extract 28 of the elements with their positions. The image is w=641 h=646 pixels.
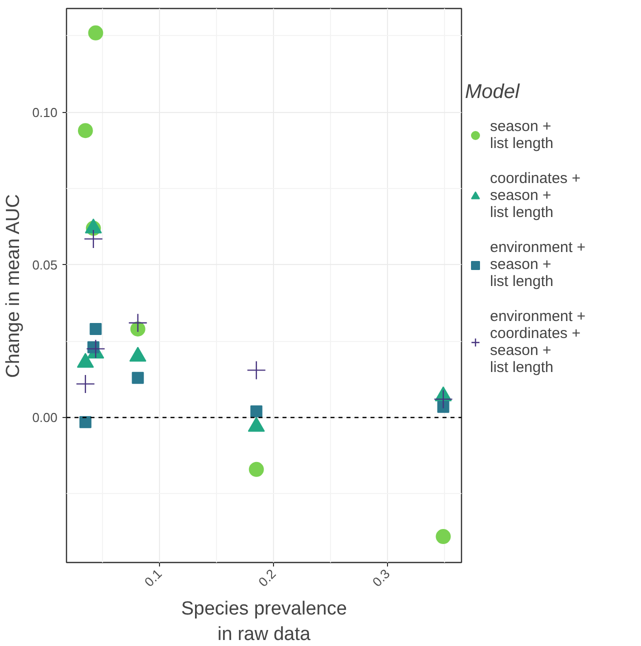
point	[79, 416, 92, 428]
point	[86, 339, 106, 358]
x-tick-label: 0.2	[255, 566, 279, 590]
point	[132, 372, 144, 384]
point	[78, 123, 93, 138]
point	[76, 374, 96, 394]
point	[250, 405, 262, 418]
point	[84, 229, 103, 249]
x-axis-title: Species prevalence in raw data	[181, 598, 347, 645]
point	[437, 400, 450, 413]
point	[128, 313, 148, 332]
point	[88, 25, 104, 40]
x-tick-label: 0.1	[141, 566, 165, 590]
point	[246, 360, 266, 380]
x-tick-label: 0.3	[369, 566, 393, 590]
legend-label: coordinates + season + list length	[490, 170, 580, 221]
point	[248, 462, 264, 477]
legend-label: environment + season + list length	[490, 239, 586, 290]
y-axis-title: Change in mean AUC	[3, 194, 24, 378]
legend-label: environment + coordinates + season + list length	[490, 308, 586, 376]
y-tick-label: 0.00	[32, 410, 58, 426]
point	[434, 390, 453, 409]
legend-title: Model	[465, 81, 521, 104]
y-tick-label: 0.05	[32, 257, 58, 272]
point	[436, 529, 451, 544]
legend-label: season + list length	[490, 118, 554, 152]
y-tick-label: 0.10	[32, 104, 58, 120]
point	[90, 322, 102, 335]
